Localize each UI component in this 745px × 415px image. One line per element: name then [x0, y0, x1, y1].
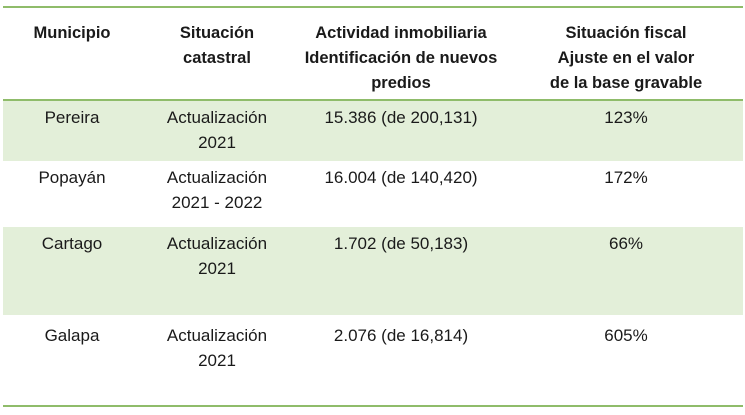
table-header-row: Municipio Situación catastral Actividad …: [3, 8, 743, 99]
cell-situacion-catastral: Actualización 2021: [166, 234, 268, 278]
table-row: Pereira Actualización 2021 15.386 (de 20…: [3, 101, 743, 161]
cell-actividad-inmobiliaria: 1.702 (de 50,183): [333, 234, 469, 253]
cell-situacion-catastral: Actualización 2021: [166, 326, 268, 370]
cell-situacion-catastral: Actualización 2021: [166, 108, 268, 152]
cell-situacion-fiscal: 605%: [604, 326, 648, 345]
cell-situacion-fiscal: 66%: [608, 234, 644, 253]
cell-situacion-catastral: Actualización 2021 - 2022: [166, 168, 268, 212]
header-bottom-rule: [3, 99, 743, 101]
cell-municipio: Cartago: [41, 234, 103, 253]
cell-actividad-inmobiliaria: 16.004 (de 140,420): [324, 168, 478, 187]
header-situacion-catastral: Situación catastral: [179, 24, 255, 67]
table-row: Galapa Actualización 2021 2.076 (de 16,8…: [3, 315, 743, 405]
table-top-rule: [3, 6, 743, 8]
cell-situacion-fiscal: 172%: [604, 168, 648, 187]
header-municipio: Municipio: [33, 24, 111, 42]
table-bottom-rule: [3, 405, 743, 407]
cell-municipio: Galapa: [44, 326, 100, 345]
data-table: Municipio Situación catastral Actividad …: [3, 0, 743, 415]
cell-municipio: Pereira: [44, 108, 100, 127]
cell-actividad-inmobiliaria: 2.076 (de 16,814): [333, 326, 469, 345]
cell-municipio: Popayán: [38, 168, 106, 187]
cell-situacion-fiscal: 123%: [604, 108, 648, 127]
header-actividad-inmobiliaria: Actividad inmobiliaria Identificación de…: [304, 24, 498, 92]
table-row: Cartago Actualización 2021 1.702 (de 50,…: [3, 227, 743, 315]
table-row: Popayán Actualización 2021 - 2022 16.004…: [3, 161, 743, 227]
cell-actividad-inmobiliaria: 15.386 (de 200,131): [324, 108, 478, 127]
header-situacion-fiscal: Situación fiscal Ajuste en el valor de l…: [549, 24, 703, 92]
